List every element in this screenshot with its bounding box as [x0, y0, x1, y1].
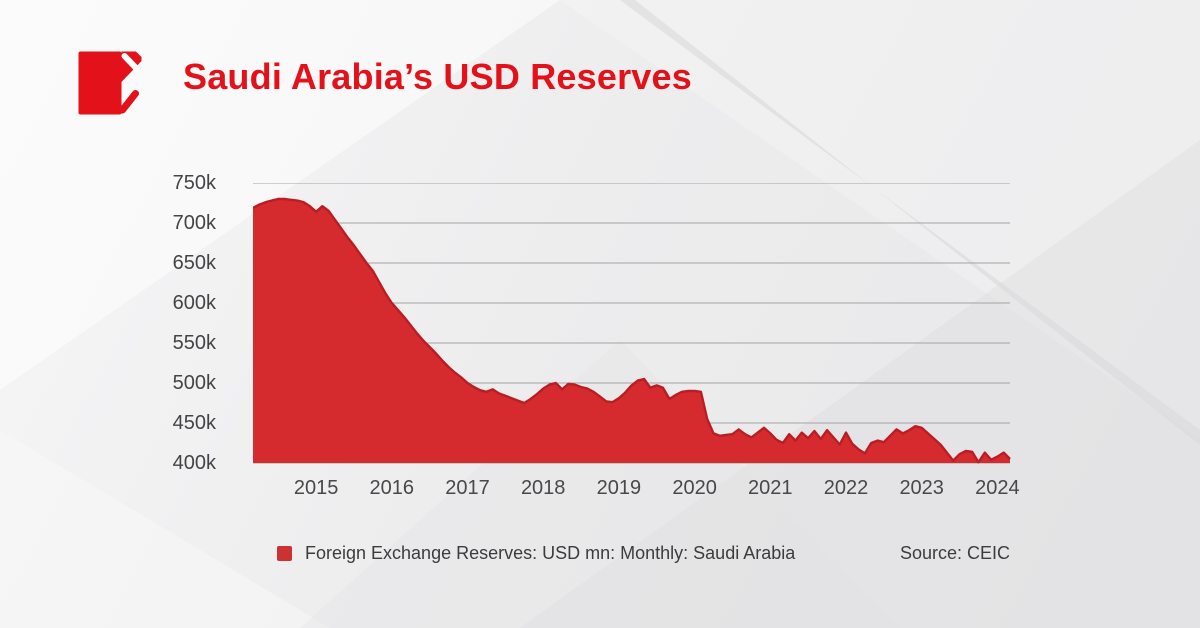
x-axis-labels: 2015 2016 2017 2018 2019 2020 2021 2022 2023 2024	[253, 477, 1020, 503]
legend-swatch	[277, 546, 292, 561]
x-axis-tick: 2022	[823, 477, 869, 499]
y-axis-tick: 550k	[172, 332, 216, 354]
x-axis-tick: 2023	[899, 477, 944, 499]
y-axis-tick: 500k	[172, 372, 216, 394]
source-label: Source: CEIC	[900, 543, 1011, 563]
y-axis-tick: 750k	[172, 172, 216, 194]
legend-series-label: Foreign Exchange Reserves: USD mn: Month…	[305, 543, 796, 563]
plot-area	[253, 183, 1011, 464]
y-axis-tick: 650k	[172, 252, 216, 274]
x-axis-tick: 2018	[520, 477, 566, 499]
y-axis-tick: 450k	[172, 412, 216, 434]
y-axis-labels: 750k 700k 650k 600k 550k 500k 450k 400k	[150, 172, 216, 474]
reserves-line	[253, 197, 1011, 464]
x-axis-tick: 2017	[445, 477, 490, 499]
y-axis-tick: 600k	[172, 292, 216, 314]
logo-white-slash	[121, 53, 140, 72]
x-axis-tick: 2015	[293, 477, 339, 499]
y-axis-tick: 700k	[172, 212, 216, 234]
x-axis-tick: 2020	[672, 477, 717, 499]
reserves-area-series	[253, 199, 1010, 463]
page-title: Saudi Arabia’s USD Reserves	[183, 56, 692, 97]
legend: Foreign Exchange Reserves: USD mn: Month…	[277, 543, 795, 564]
y-axis-tick: 400k	[172, 452, 216, 474]
x-axis-tick: 2024	[975, 477, 1020, 499]
firstpost-logo-icon	[78, 51, 142, 115]
x-axis-tick: 2019	[596, 477, 642, 499]
x-axis-tick: 2016	[369, 477, 415, 499]
x-axis-tick: 2021	[748, 477, 793, 499]
